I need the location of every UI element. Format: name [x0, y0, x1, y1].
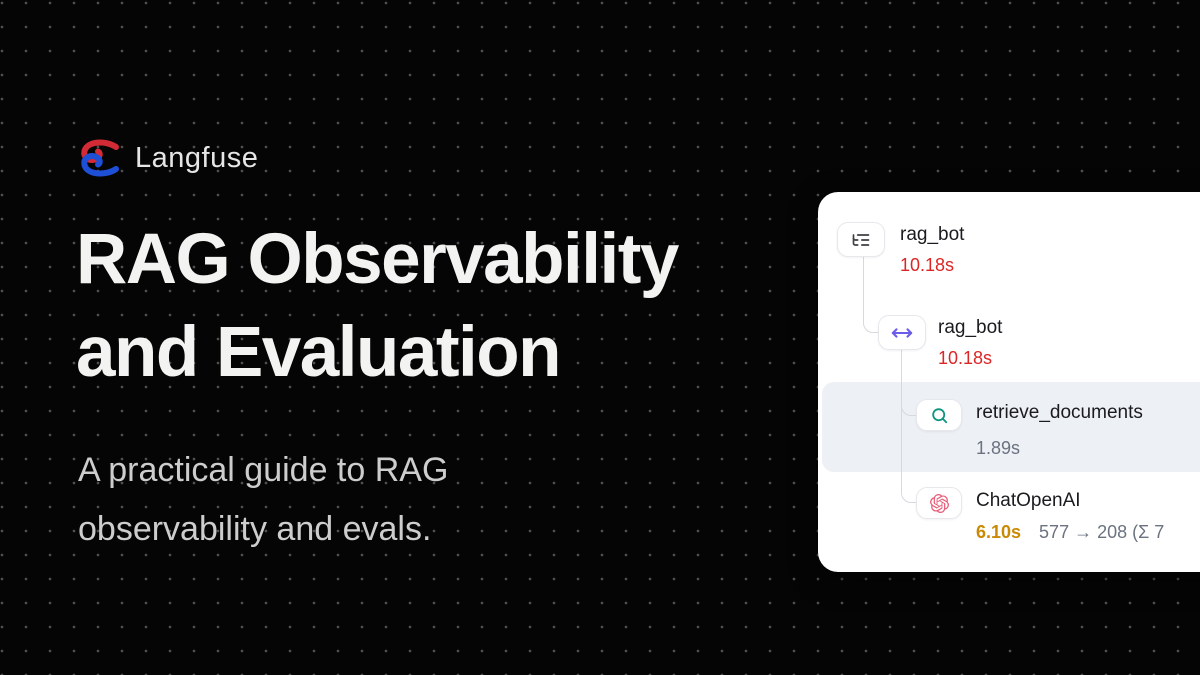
list-tree-icon [852, 233, 870, 246]
openai-icon [929, 493, 949, 513]
trace-row-icon-box[interactable] [878, 315, 926, 350]
trace-row-label[interactable]: rag_bot [938, 317, 1003, 338]
search-icon [931, 407, 947, 423]
title-line-1: RAG Observability [76, 220, 679, 299]
trace-row-icon-box[interactable] [837, 222, 885, 257]
trace-row-label[interactable]: rag_bot [900, 224, 965, 245]
tree-connector [863, 257, 879, 333]
brand-lockup: Langfuse [76, 137, 258, 179]
subtitle-line-2: observability and evals. [78, 510, 432, 548]
trace-row-metrics: 6.10s 577 → 208 (Σ 7 [976, 522, 1164, 543]
langfuse-logo-icon [81, 139, 119, 177]
trace-row-duration: 1.89s [976, 438, 1021, 458]
page-title: RAG Observability and Evaluation [76, 213, 679, 399]
tree-connector [901, 350, 917, 503]
trace-row-icon-box[interactable] [916, 399, 962, 431]
trace-row-token-usage: 577 → 208 (Σ 7 [1039, 522, 1165, 542]
trace-row-duration: 10.18s [900, 255, 955, 275]
trace-row-duration: 10.18s [938, 348, 993, 368]
selected-row-highlight [822, 382, 1200, 472]
move-horizontal-icon [891, 327, 913, 338]
title-line-2: and Evaluation [76, 313, 561, 392]
trace-row-label[interactable]: retrieve_documents [976, 402, 1143, 423]
brand-name: Langfuse [135, 141, 259, 174]
trace-tree-panel: rag_bot 10.18s rag_bot 10.18s retrieve_d… [818, 192, 1200, 572]
subtitle-line-1: A practical guide to RAG [78, 451, 449, 489]
trace-row-icon-box[interactable] [916, 487, 962, 519]
trace-row-duration: 6.10s [976, 522, 1022, 542]
page-subtitle: A practical guide to RAG observability a… [78, 441, 448, 559]
trace-row-label[interactable]: ChatOpenAI [976, 490, 1081, 511]
